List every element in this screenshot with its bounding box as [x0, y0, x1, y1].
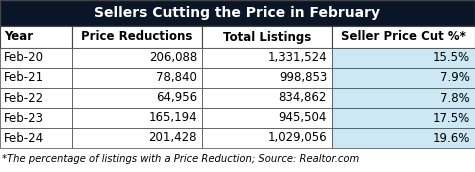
Text: Feb-21: Feb-21 — [4, 72, 44, 84]
Text: Year: Year — [4, 30, 33, 44]
Text: Feb-20: Feb-20 — [4, 51, 44, 64]
Text: 201,428: 201,428 — [149, 132, 197, 144]
Text: Feb-23: Feb-23 — [4, 111, 44, 125]
Text: Seller Price Cut %*: Seller Price Cut %* — [341, 30, 466, 44]
Text: 834,862: 834,862 — [279, 92, 327, 105]
Text: 1,331,524: 1,331,524 — [267, 51, 327, 64]
Text: 998,853: 998,853 — [279, 72, 327, 84]
Text: 165,194: 165,194 — [148, 111, 197, 125]
Text: 19.6%: 19.6% — [433, 132, 470, 144]
Text: 7.9%: 7.9% — [440, 72, 470, 84]
Text: 78,840: 78,840 — [156, 72, 197, 84]
Text: 17.5%: 17.5% — [433, 111, 470, 125]
Text: 1,029,056: 1,029,056 — [267, 132, 327, 144]
Text: Feb-22: Feb-22 — [4, 92, 44, 105]
Text: *The percentage of listings with a Price Reduction; Source: Realtor.com: *The percentage of listings with a Price… — [2, 154, 359, 164]
Text: Price Reductions: Price Reductions — [81, 30, 193, 44]
Text: Total Listings: Total Listings — [223, 30, 311, 44]
Text: 15.5%: 15.5% — [433, 51, 470, 64]
Text: 64,956: 64,956 — [156, 92, 197, 105]
Text: 945,504: 945,504 — [279, 111, 327, 125]
Text: 7.8%: 7.8% — [440, 92, 470, 105]
Text: Feb-24: Feb-24 — [4, 132, 44, 144]
Text: Sellers Cutting the Price in February: Sellers Cutting the Price in February — [95, 6, 380, 20]
Text: 206,088: 206,088 — [149, 51, 197, 64]
